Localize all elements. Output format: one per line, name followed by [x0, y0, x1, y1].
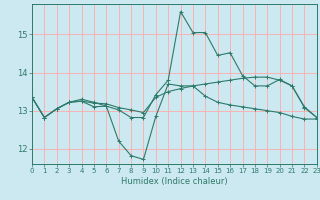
X-axis label: Humidex (Indice chaleur): Humidex (Indice chaleur) [121, 177, 228, 186]
